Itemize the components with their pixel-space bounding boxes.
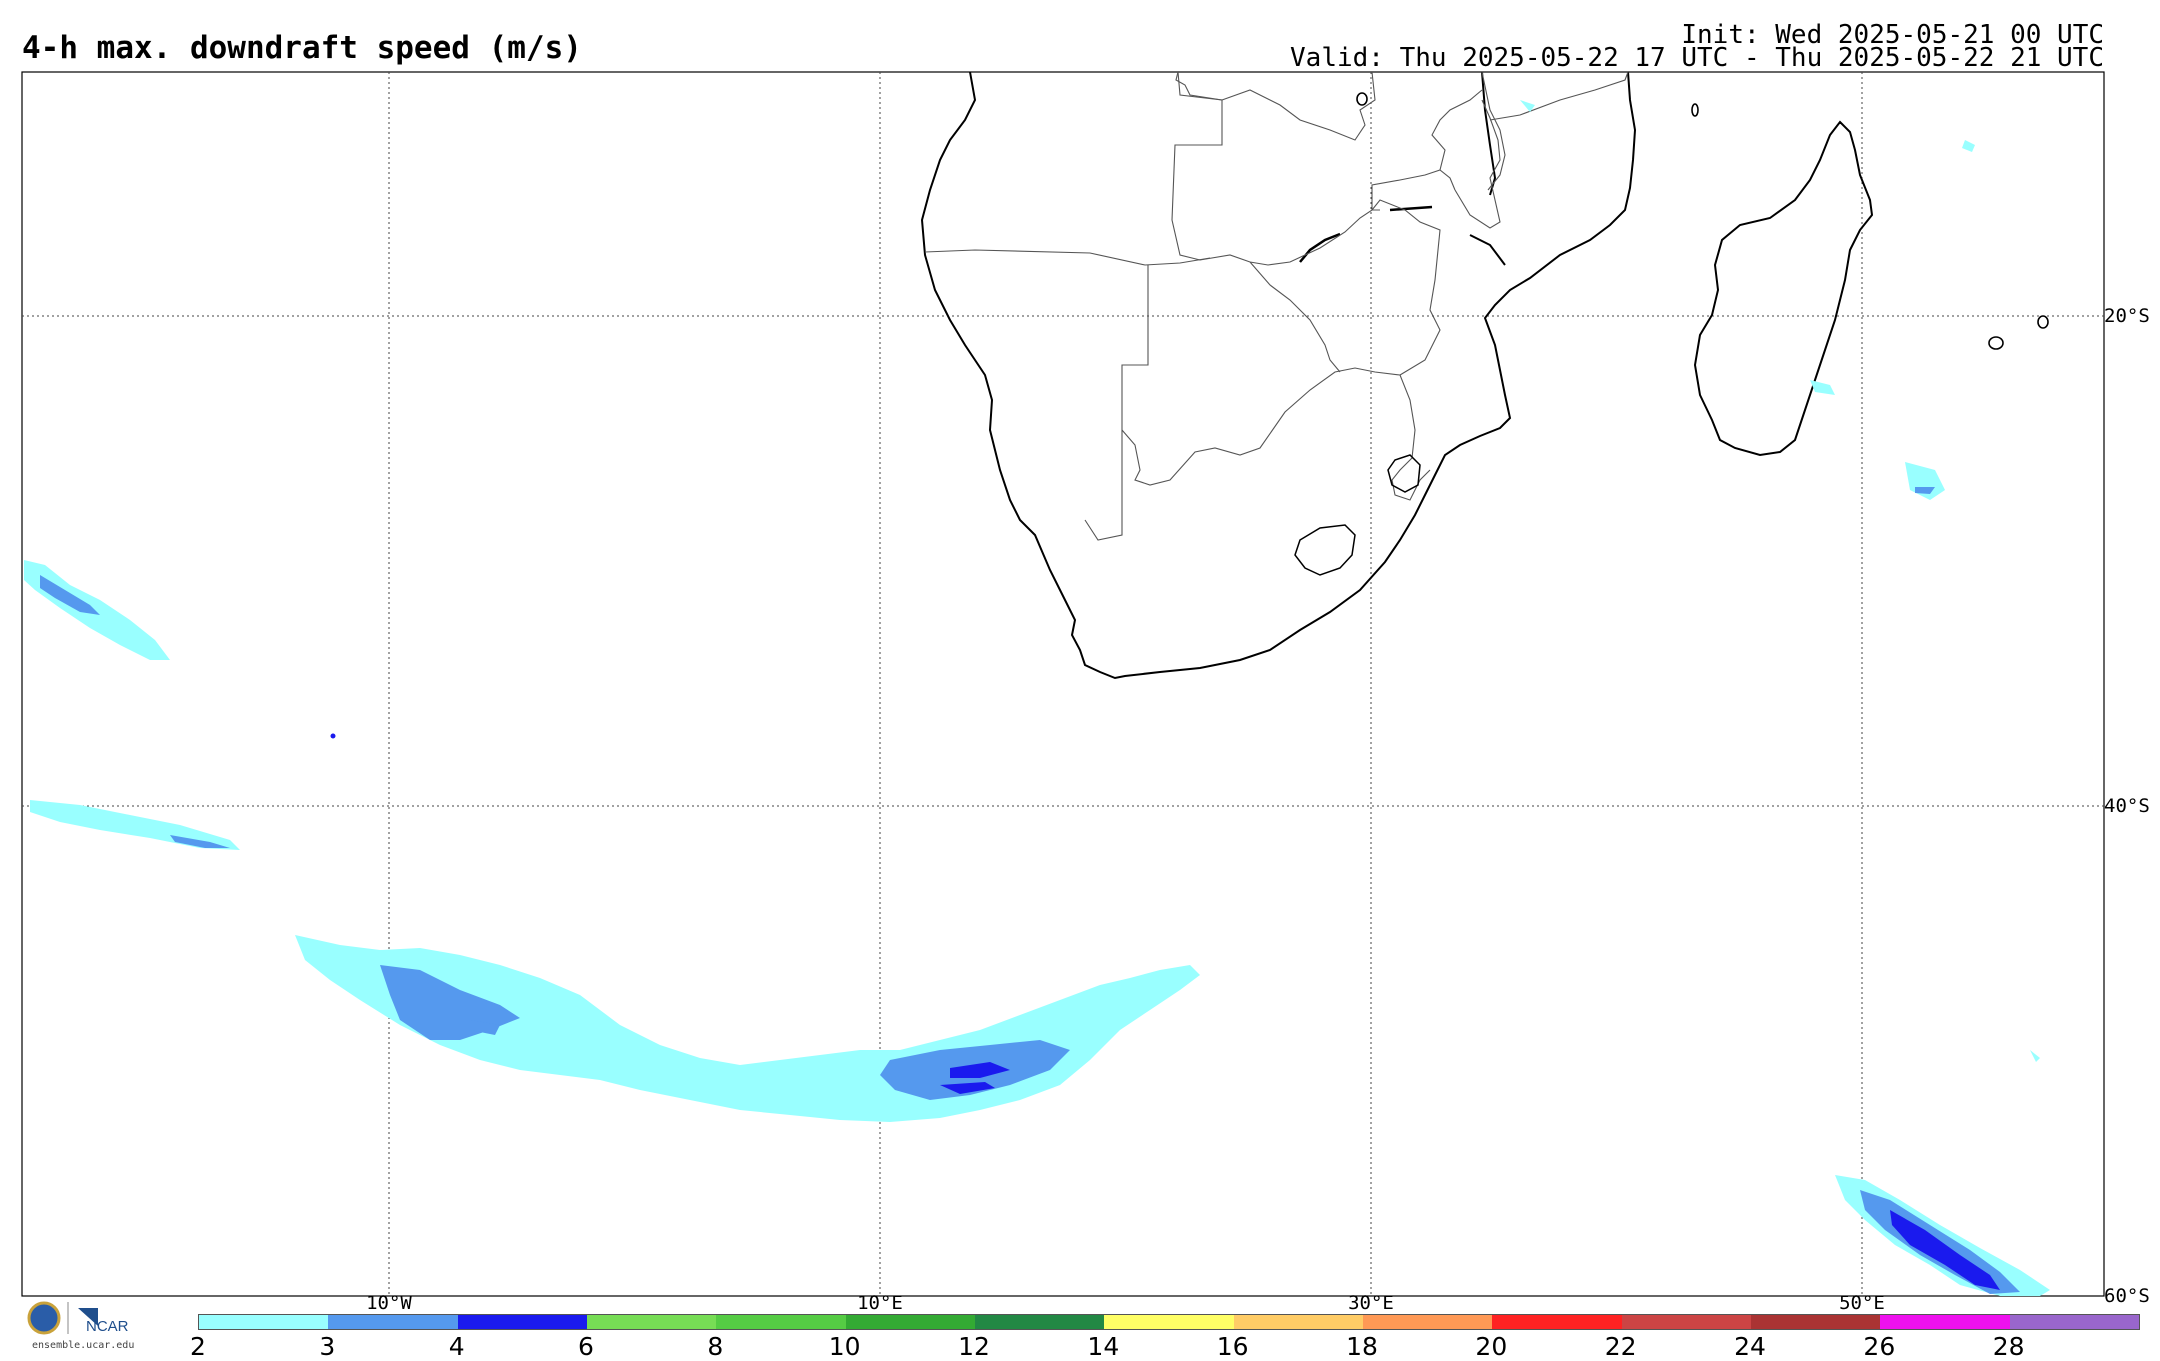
colorbar-tick-label: 10 [828, 1332, 861, 1361]
colorbar-segment [1362, 1315, 1493, 1329]
downdraft-patches-east [1520, 100, 2040, 1062]
colorbar-segment [1492, 1315, 1622, 1329]
colorbar-tick-label: 12 [958, 1332, 990, 1361]
graticule [22, 72, 2104, 1296]
nsf-seal-icon [27, 1301, 61, 1335]
colorbar-segment [2009, 1315, 2139, 1329]
colorbar-segment [1880, 1315, 2010, 1329]
lat-label-40s: 40°S [2104, 795, 2150, 817]
valid-time: Valid: Thu 2025-05-22 17 UTC - Thu 2025-… [1290, 43, 2104, 73]
colorbar-tick-label: 24 [1734, 1332, 1766, 1361]
lon-label-30e: 30°E [1348, 1292, 1394, 1314]
downdraft-patches-west [24, 560, 336, 850]
colorbar-segment [1104, 1315, 1234, 1329]
colorbar-tick-label: 6 [578, 1332, 594, 1361]
lat-label-60s: 60°S [2104, 1285, 2150, 1307]
colorbar-tick-label: 28 [1992, 1332, 2025, 1361]
map-title: 4-h max. downdraft speed (m/s) [22, 30, 582, 66]
colorbar-segment [845, 1315, 975, 1329]
country-borders [924, 71, 1629, 541]
lake-malawi [1481, 71, 1497, 196]
colorbar-tick-label: 4 [448, 1332, 465, 1361]
colorbar-segment [586, 1315, 717, 1329]
mauritius [1988, 336, 2004, 350]
moz-coast-inner [1469, 234, 1506, 266]
colorbar-tick-label: 18 [1346, 1332, 1378, 1361]
lon-label-50e: 50°E [1839, 1292, 1885, 1314]
colorbar-segment [199, 1315, 329, 1329]
africa-coastline [920, 71, 1637, 680]
nsf-ncar-logo: NCAR [27, 1301, 129, 1335]
ncar-mark-icon [78, 1308, 98, 1326]
lat-label-20s: 20°S [2104, 305, 2150, 327]
colorbar-tick-label: 16 [1216, 1332, 1249, 1361]
init-time: Init: Wed 2025-05-21 00 UTC [1681, 20, 2104, 50]
colorbar-segment [716, 1315, 846, 1329]
colorbar-segment [1750, 1315, 1881, 1329]
colorbar [198, 1314, 2140, 1330]
colorbar-tick-label: 2 [190, 1332, 206, 1361]
ncar-logo-text: NCAR [86, 1318, 129, 1335]
colorbar-segment [1233, 1315, 1363, 1329]
colorbar-tick-label: 3 [319, 1332, 336, 1361]
map-frame [21, 71, 2105, 1297]
lake-cahora [1389, 205, 1433, 212]
eswatini [1387, 454, 1421, 493]
reunion [2037, 315, 2049, 329]
colorbar-segment [457, 1315, 587, 1329]
colorbar-tick-label: 22 [1604, 1332, 1637, 1361]
downdraft-band-south-atlantic [295, 935, 1200, 1122]
colorbar-segment [974, 1315, 1105, 1329]
lake-island [1356, 92, 1368, 106]
colorbar-tick-label: 26 [1863, 1332, 1896, 1361]
madagascar [1693, 120, 1874, 457]
lesotho [1294, 524, 1356, 576]
lake-kariba [1299, 232, 1341, 263]
downdraft-streak-southeast [1835, 1175, 2050, 1296]
colorbar-tick-label: 8 [707, 1332, 724, 1361]
colorbar-segment [1621, 1315, 1751, 1329]
colorbar-tick-label: 14 [1087, 1332, 1120, 1361]
colorbar-tick-label: 20 [1475, 1332, 1508, 1361]
lon-label-10e: 10°E [857, 1292, 903, 1314]
comoros [1691, 103, 1699, 117]
logo-url: ensemble.ucar.edu [32, 1340, 135, 1351]
colorbar-segment [328, 1315, 458, 1329]
lon-label-10w: 10°W [366, 1292, 412, 1314]
